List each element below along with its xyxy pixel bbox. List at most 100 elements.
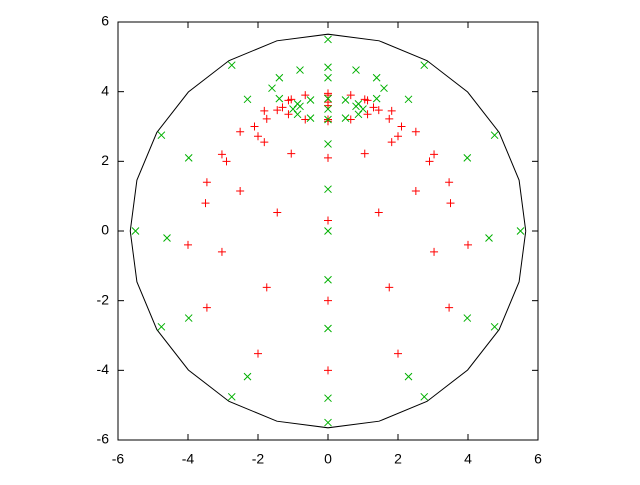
cross-point xyxy=(157,322,166,331)
x-tick-label: 6 xyxy=(534,451,542,467)
curve xyxy=(129,33,527,429)
plus-point xyxy=(394,349,402,358)
plus-point xyxy=(324,296,332,305)
cross-point xyxy=(296,66,304,74)
y-tick-label: -6 xyxy=(97,431,110,447)
x-tick-label: 2 xyxy=(394,451,402,467)
plus-point xyxy=(430,150,439,159)
cross-point xyxy=(324,140,332,148)
y-tick-label: 6 xyxy=(101,13,109,29)
plus-point xyxy=(324,153,332,162)
plus-point xyxy=(184,240,192,249)
cross-point xyxy=(306,96,315,104)
plus-point xyxy=(254,132,262,141)
plus-point xyxy=(254,349,262,358)
plus-point xyxy=(411,186,420,195)
plus-point xyxy=(202,178,211,187)
plus-point xyxy=(324,216,332,225)
cross-point xyxy=(157,131,166,140)
plus-point xyxy=(301,115,310,124)
cross-point xyxy=(404,372,413,381)
cross-point xyxy=(324,185,332,194)
plus-point xyxy=(284,110,293,119)
cross-point xyxy=(324,35,332,44)
plus-point xyxy=(324,366,332,375)
plus-point xyxy=(273,106,282,115)
plus-point xyxy=(360,95,369,104)
plus-point xyxy=(324,91,332,100)
cross-point xyxy=(372,73,381,82)
cross-point xyxy=(341,114,350,122)
y-tick-label: -4 xyxy=(97,361,110,377)
cross-point xyxy=(324,63,332,72)
cross-point xyxy=(324,115,332,124)
cross-point xyxy=(243,372,252,381)
cross-point xyxy=(268,84,276,93)
cross-point xyxy=(184,153,193,162)
cross-point xyxy=(324,418,332,427)
cross-point xyxy=(227,392,236,401)
plus-point xyxy=(287,95,296,104)
cross-point xyxy=(275,94,284,103)
cross-point xyxy=(380,84,388,93)
plus-point xyxy=(445,178,454,187)
cross-point xyxy=(184,314,193,322)
x-tick-label: 4 xyxy=(464,451,472,467)
y-tick-label: -2 xyxy=(97,291,110,307)
x-tick-label: -4 xyxy=(182,451,195,467)
cross-point xyxy=(324,394,332,403)
x-tick-label: 0 xyxy=(324,451,332,467)
cross-point xyxy=(372,94,381,103)
cross-point xyxy=(275,73,284,82)
plus-point xyxy=(262,283,271,292)
cross-point xyxy=(516,227,525,235)
plus-point xyxy=(222,157,231,166)
y-tick-label: 2 xyxy=(101,152,109,168)
cross-point xyxy=(324,105,332,113)
cross-point xyxy=(243,95,252,104)
plus-point xyxy=(278,103,287,112)
plus-point xyxy=(217,150,226,159)
cross-point xyxy=(490,322,499,331)
plus-point xyxy=(324,101,332,110)
plus-point xyxy=(387,106,396,115)
plus-point xyxy=(385,283,394,292)
plus-point xyxy=(387,138,396,147)
y-tick-label: 4 xyxy=(101,82,109,98)
cross-point xyxy=(324,275,332,284)
cross-point xyxy=(352,102,360,111)
plus-point xyxy=(260,138,269,147)
cross-point xyxy=(404,95,413,104)
cross-point xyxy=(324,94,332,103)
plus-point xyxy=(411,127,420,136)
plus-point xyxy=(250,122,259,131)
plus-point xyxy=(273,208,282,217)
plus-point xyxy=(287,149,296,158)
cross-point xyxy=(293,110,302,119)
plus-point xyxy=(360,149,369,158)
plus-point xyxy=(346,91,355,100)
plus-point xyxy=(394,132,402,141)
plus-point xyxy=(236,186,245,195)
cross-point xyxy=(341,96,350,104)
plus-point xyxy=(464,240,472,249)
plus-point xyxy=(425,157,434,166)
cross-point xyxy=(306,114,315,122)
cross-point xyxy=(463,153,472,162)
plus-point xyxy=(262,114,271,123)
x-tick-label: -2 xyxy=(252,451,265,467)
plus-point xyxy=(430,247,439,256)
cross-point xyxy=(420,392,429,401)
cross-point xyxy=(485,234,493,242)
cross-point xyxy=(324,324,332,333)
plus-point xyxy=(217,247,226,256)
cross-point xyxy=(352,66,360,74)
plus-point xyxy=(236,127,245,136)
cross-point xyxy=(324,227,332,235)
cross-point xyxy=(131,227,140,235)
plus-point xyxy=(260,106,269,115)
cross-point xyxy=(490,131,499,140)
plus-point xyxy=(385,114,394,123)
